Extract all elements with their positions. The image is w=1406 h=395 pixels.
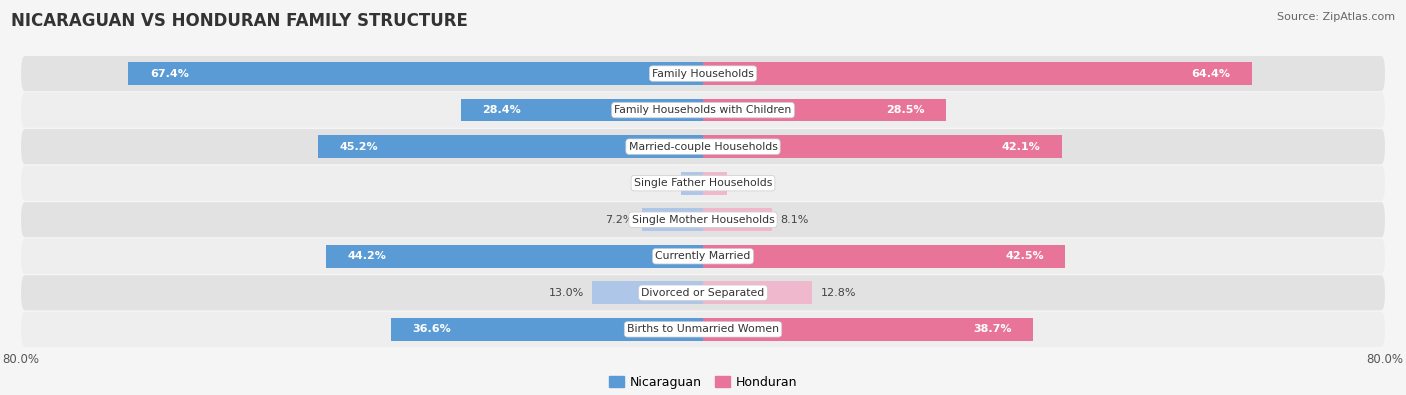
Text: NICARAGUAN VS HONDURAN FAMILY STRUCTURE: NICARAGUAN VS HONDURAN FAMILY STRUCTURE	[11, 12, 468, 30]
Bar	[461, 99, 703, 121]
Bar	[703, 62, 1251, 85]
FancyBboxPatch shape	[21, 56, 1385, 91]
Bar	[703, 318, 1033, 340]
Bar	[703, 245, 1066, 267]
Text: 2.8%: 2.8%	[735, 178, 763, 188]
Text: 2.6%: 2.6%	[644, 178, 672, 188]
Text: 12.8%: 12.8%	[821, 288, 856, 298]
Text: 28.4%: 28.4%	[482, 105, 522, 115]
Text: 64.4%: 64.4%	[1192, 69, 1230, 79]
Legend: Nicaraguan, Honduran: Nicaraguan, Honduran	[603, 371, 803, 394]
Text: 28.5%: 28.5%	[886, 105, 925, 115]
Text: Births to Unmarried Women: Births to Unmarried Women	[627, 324, 779, 334]
Bar	[703, 282, 813, 304]
Bar	[703, 135, 1062, 158]
FancyBboxPatch shape	[21, 202, 1385, 237]
Text: Married-couple Households: Married-couple Households	[628, 142, 778, 152]
Bar	[318, 135, 703, 158]
FancyBboxPatch shape	[21, 275, 1385, 310]
Bar	[326, 245, 703, 267]
Text: 45.2%: 45.2%	[339, 142, 378, 152]
Text: Divorced or Separated: Divorced or Separated	[641, 288, 765, 298]
Text: Family Households: Family Households	[652, 69, 754, 79]
Bar	[681, 172, 703, 194]
FancyBboxPatch shape	[21, 166, 1385, 201]
Text: 7.2%: 7.2%	[605, 215, 633, 225]
Text: 13.0%: 13.0%	[548, 288, 583, 298]
Text: Single Mother Households: Single Mother Households	[631, 215, 775, 225]
Bar	[641, 209, 703, 231]
Text: 36.6%: 36.6%	[412, 324, 451, 334]
Text: Family Households with Children: Family Households with Children	[614, 105, 792, 115]
Text: 42.1%: 42.1%	[1002, 142, 1040, 152]
Text: 8.1%: 8.1%	[780, 215, 808, 225]
Text: 42.5%: 42.5%	[1005, 251, 1045, 261]
FancyBboxPatch shape	[21, 129, 1385, 164]
Bar	[128, 62, 703, 85]
Bar	[703, 209, 772, 231]
FancyBboxPatch shape	[21, 92, 1385, 128]
Text: 44.2%: 44.2%	[347, 251, 387, 261]
Text: 67.4%: 67.4%	[150, 69, 188, 79]
Bar	[592, 282, 703, 304]
FancyBboxPatch shape	[21, 239, 1385, 274]
FancyBboxPatch shape	[21, 312, 1385, 347]
Bar	[703, 172, 727, 194]
Text: Single Father Households: Single Father Households	[634, 178, 772, 188]
Bar	[391, 318, 703, 340]
Bar	[703, 99, 946, 121]
Text: Source: ZipAtlas.com: Source: ZipAtlas.com	[1277, 12, 1395, 22]
Text: Currently Married: Currently Married	[655, 251, 751, 261]
Text: 38.7%: 38.7%	[973, 324, 1011, 334]
